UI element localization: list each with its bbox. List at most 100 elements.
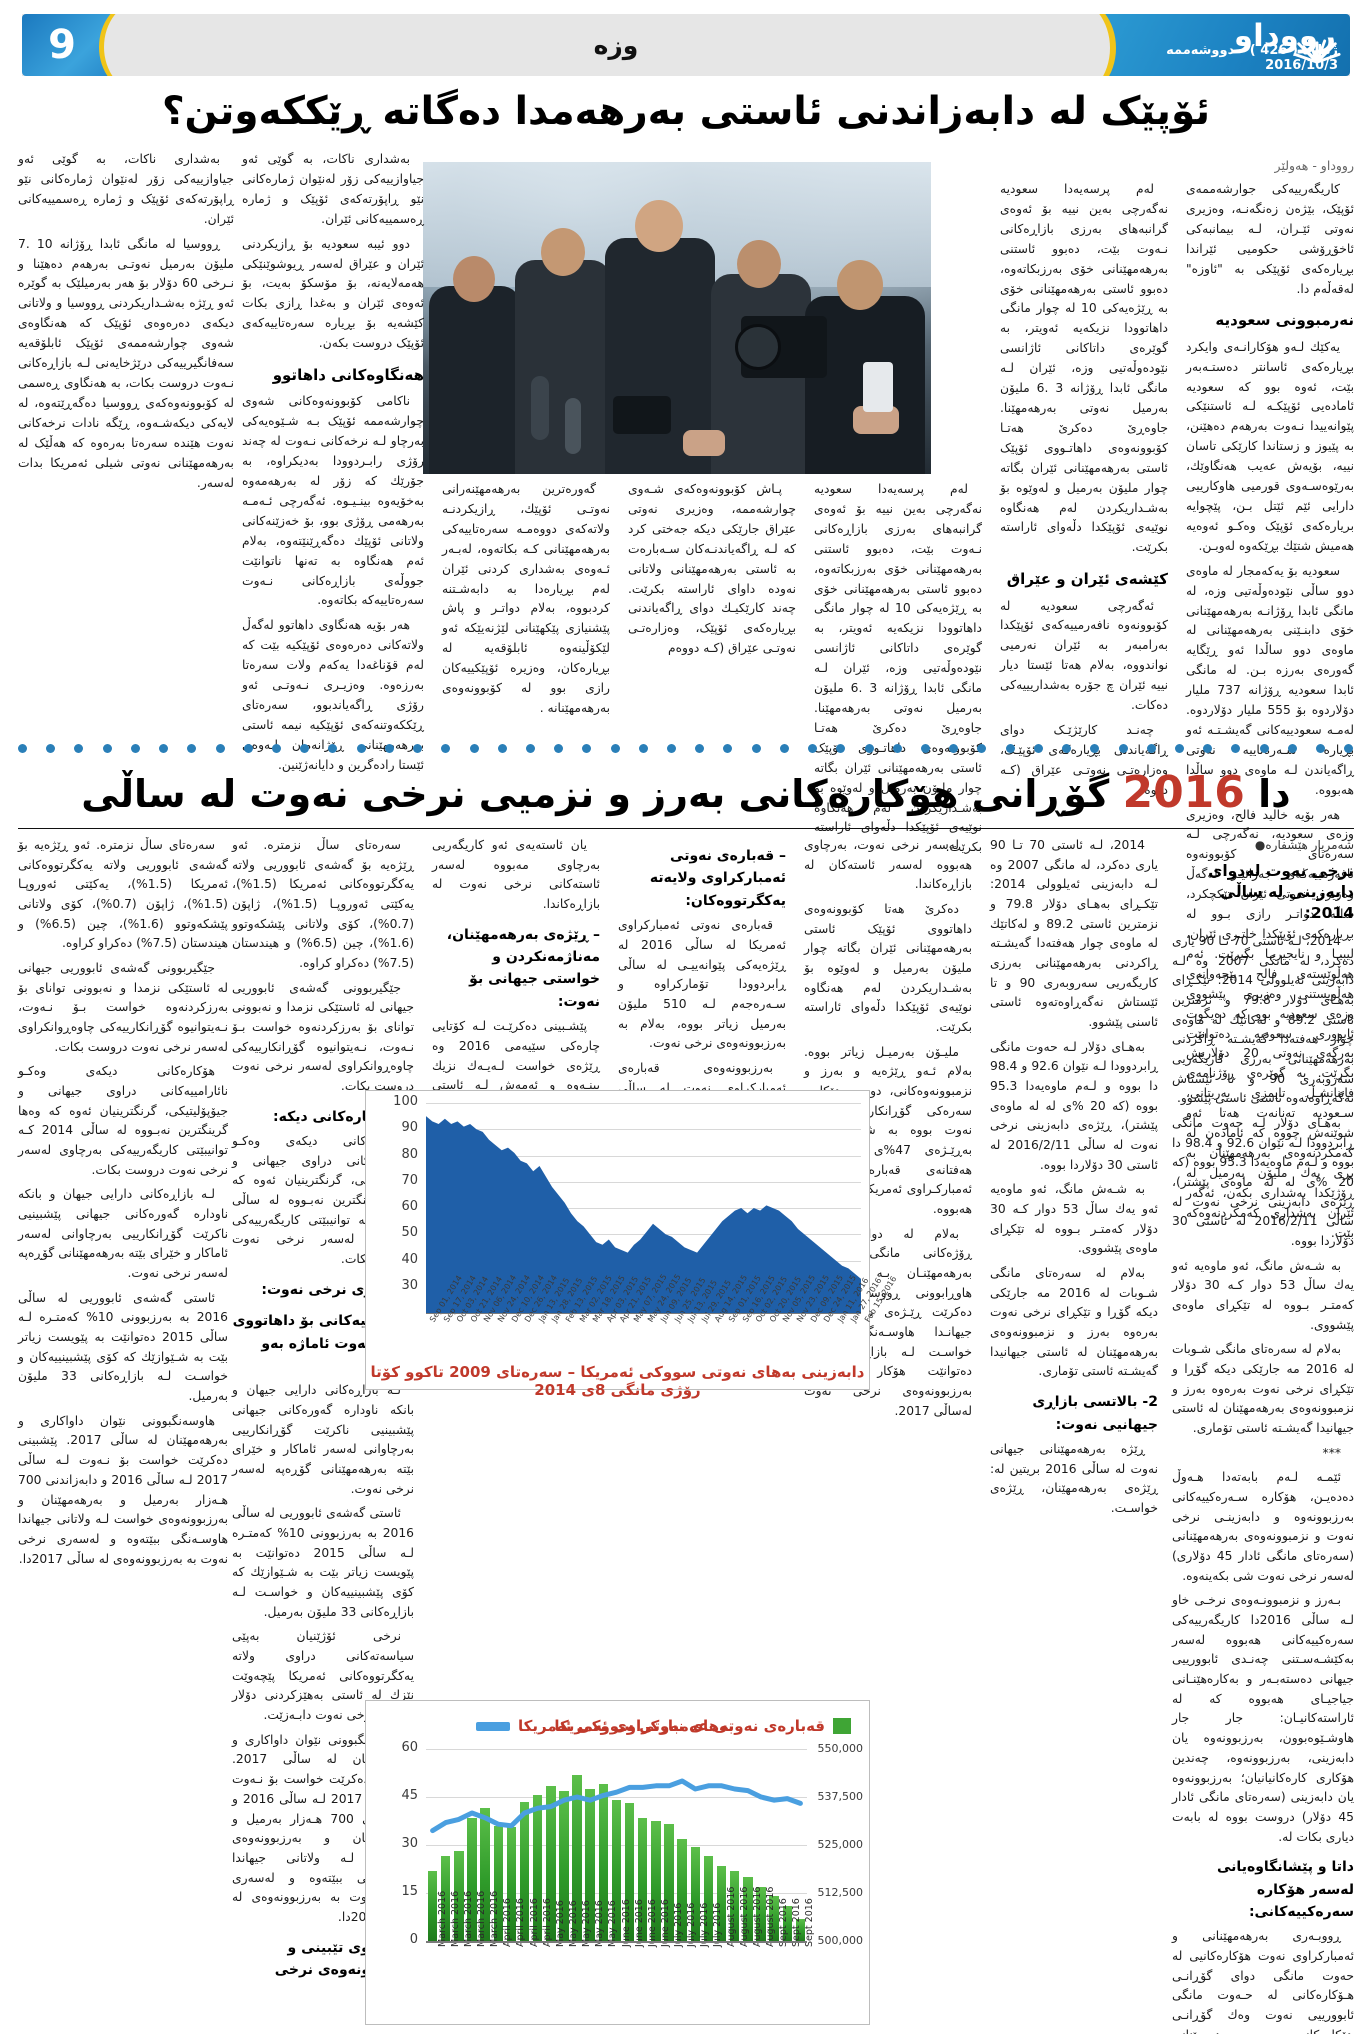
bar (730, 1870, 740, 1941)
legend-line-entry: بەهای نەوتى سووکى ئەمریکا (476, 1717, 734, 1735)
article2-headline-prefix: گۆڕانی هۆکارەکانی بەرز و نزمیی نرخی نەوت… (81, 772, 1110, 816)
bar (572, 1774, 582, 1941)
y2-tick-label: 550,000 (817, 1742, 864, 1755)
x-tick-label: June 2016 (646, 1899, 658, 1947)
x-tick-label: May 2016 (594, 1900, 606, 1947)
x-tick-label: April 2016 (502, 1898, 514, 1947)
brand-logo: رووداو (1233, 18, 1337, 54)
article1-column-1: کاریگەرییەکى جوارشەممەی ئۆپێک، بێژەن زەن… (1186, 182, 1355, 1240)
article1-column-4: پـاش کۆبوونەوەکەی شـەوى چوارشەممە، وەزیر… (628, 482, 796, 656)
y-tick-label: 30 (401, 1836, 418, 1851)
article1-column-7: بەشداری ناکات، به گوێی ئەو جیاوازییەکی ز… (18, 152, 234, 490)
x-tick-label: May 2016 (567, 1900, 579, 1947)
x-tick-label: April 2016 (515, 1898, 527, 1947)
oil-inventory-combo-chart: قەبارەى نەوتى عەمبارکراوى ئەمریکا بەهای … (365, 1700, 870, 2025)
x-tick-label: June 2016 (659, 1899, 671, 1947)
bar (638, 1817, 648, 1941)
x-tick-label: March 2016 (475, 1890, 487, 1947)
bar (467, 1817, 477, 1941)
x-tick-label: June 2016 (633, 1899, 645, 1947)
x-tick-label: March 2016 (489, 1890, 501, 1947)
gridline (426, 1103, 861, 1104)
bar (427, 1870, 438, 1941)
x-tick-label: March 2016 (462, 1890, 474, 1947)
gridline (426, 1129, 861, 1131)
masthead: 9 وزە رووداو ژماره ( 426 ) – دو (22, 14, 1350, 76)
photo-figure-head (453, 256, 495, 302)
article1-subhead-kesha: کێشەی ئێران و عێراق (1006, 570, 1168, 589)
article2-column-7: سەرەتای ساڵ نزمتره. ئەو ڕێژەیه بۆ گەشەی … (18, 838, 228, 1566)
area-chart-title: دابەزینى بەهاى نەوتى سووکى ئەمریکا – سەر… (370, 1363, 865, 1399)
y-tick-label: 90 (401, 1120, 418, 1136)
sunburst-icon (1293, 39, 1341, 64)
bar (585, 1789, 595, 1941)
page-number: 9 (48, 22, 76, 68)
article1-subhead-nermbuni: نەرمبوونى سعودیه (1215, 311, 1354, 330)
x-tick-label: August 2016 (765, 1886, 777, 1947)
photo-phone (863, 362, 893, 412)
bar (651, 1821, 661, 1941)
legend-label-inventory: قەبارەى نەوتى عەمبارکراوى ئەمریکا (554, 1717, 825, 1735)
section-title: وزە (593, 30, 639, 60)
y-tick-label: 100 (393, 1094, 418, 1109)
bar (624, 1803, 635, 1941)
legend-label-price: بەهای نەوتى سووکى ئەمریکا (518, 1717, 734, 1735)
article2-subhead-inventory: – قەبارەى نەوتى ئەمبارکراوى ولایەته یەکگ… (649, 848, 786, 909)
bar (454, 1851, 464, 1941)
photo-figure-head (541, 228, 585, 276)
dot-divider-top (18, 742, 1354, 754)
article2-subhead-balance: 2- بالاتسى بازاڕى جیهانیى نەوت: (1032, 1394, 1158, 1433)
bar (743, 1877, 753, 1941)
x-tick-label: May 2016 (554, 1900, 566, 1947)
gridline (426, 1155, 861, 1157)
gridline (426, 1208, 861, 1209)
combo-plot-region (426, 1749, 807, 1942)
line-series (430, 1778, 803, 1834)
y2-tick-label: 500,000 (817, 1934, 864, 1947)
area-plot-region (426, 1103, 861, 1313)
bar (782, 1905, 793, 1941)
x-tick-label: Sept 2016 (804, 1898, 816, 1947)
y-tick-label: 45 (401, 1788, 418, 1803)
bar (677, 1838, 687, 1941)
x-axis-line (426, 1941, 807, 1943)
bar (480, 1808, 490, 1941)
bar (559, 1790, 569, 1941)
y2-tick-label: 525,000 (817, 1838, 864, 1851)
photo-figure (515, 260, 611, 474)
article1-column-5: گەورەترین بەرهەمهێنەرانی نەوتـی ئۆپێك، ڕ… (442, 482, 610, 715)
article2-subhead-data: داتا و پێشانگاوەیانى لەسەر هۆکارە سەرەکی… (1217, 1859, 1354, 1920)
article2-column-2: 2014، لـه ئاستى 70 تـا 90 یارى دەکرد، له… (990, 838, 1159, 1515)
article1-photo (423, 162, 931, 474)
legend-bar-entry: قەبارەى نەوتى عەمبارکراوى ئەمریکا (554, 1717, 851, 1735)
y-tick-label: 70 (401, 1172, 418, 1188)
article2-headline-suffix: دا (1258, 772, 1291, 816)
bar (506, 1827, 517, 1941)
x-tick-label: April 2016 (541, 1898, 553, 1947)
article2-column-1: شەمریار هێشفاره● نرخی نەوت لەدواى دابەزی… (1172, 838, 1355, 2034)
headline-rule (18, 828, 1354, 829)
photo-camera (613, 396, 671, 434)
x-tick-label: June 2016 (620, 1899, 632, 1947)
x-tick-label: Sept 2016 (791, 1898, 803, 1947)
bar (795, 1918, 806, 1941)
y2-tick-label: 537,500 (817, 1790, 864, 1803)
bar (519, 1801, 530, 1941)
y-tick-label: 0 (409, 1932, 418, 1947)
y-tick-label: 30 (401, 1277, 418, 1293)
bar (716, 1865, 727, 1941)
article2-separator: *** (1322, 1445, 1341, 1460)
photo-camera-lens (735, 324, 781, 370)
article2-kicker: نرخی نەوت لەدواى دابەزینی له ساڵی 2014: (1208, 862, 1354, 923)
bar (493, 1825, 503, 1941)
x-tick-label: May 2016 (581, 1900, 593, 1947)
oil-price-area-chart: 30 40 50 60 70 80 90 100 Sep 01, 2014 Sep 17, 20… (365, 1090, 898, 1399)
x-tick-label: March 2016 (436, 1890, 448, 1947)
y-tick-label: 15 (401, 1884, 418, 1899)
x-axis-line (426, 1313, 861, 1314)
article1-column-2: لەم پرسەیەدا سعودیه نەگەرچى بەین نییه بۆ… (1000, 182, 1169, 797)
area-series (426, 1116, 861, 1313)
y-tick-label: 40 (401, 1251, 418, 1267)
page-number-badge: 9 (22, 14, 142, 76)
photo-figure-head (737, 240, 781, 288)
